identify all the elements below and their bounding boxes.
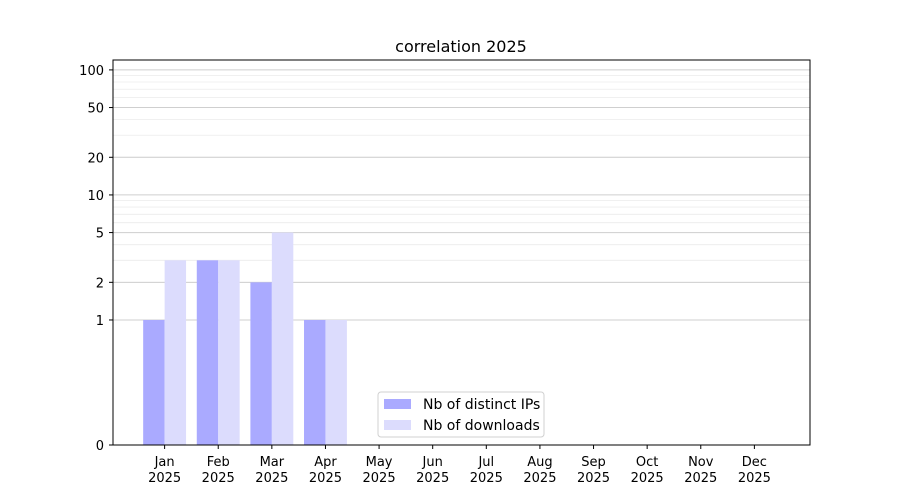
bar-downloads xyxy=(271,232,294,445)
x-tick-year-label: 2025 xyxy=(416,471,449,486)
y-tick-label: 2 xyxy=(96,276,104,291)
x-tick-label: Nov xyxy=(688,455,714,470)
x-tick-label: May xyxy=(366,455,393,470)
y-tick-label: 10 xyxy=(87,189,104,204)
x-tick-year-label: 2025 xyxy=(577,471,610,486)
plot-frame xyxy=(112,59,811,446)
bar-distinct-ips xyxy=(250,282,272,445)
bar-downloads xyxy=(325,319,347,445)
bar-distinct-ips xyxy=(143,319,165,445)
x-tick-label: Aug xyxy=(527,455,552,470)
bar-downloads xyxy=(218,260,240,445)
x-tick-label: Sep xyxy=(581,455,606,470)
x-tick-year-label: 2025 xyxy=(363,471,396,486)
x-tick-label: Apr xyxy=(314,455,337,470)
axes-layer: 0125102050100Jan2025Feb2025Mar2025Apr202… xyxy=(79,59,811,486)
x-tick-label: Feb xyxy=(207,455,230,470)
x-tick-year-label: 2025 xyxy=(523,471,556,486)
bar-downloads xyxy=(164,260,187,445)
x-tick-label: Jun xyxy=(422,455,443,470)
x-tick-year-label: 2025 xyxy=(684,471,717,486)
y-tick-label: 0 xyxy=(96,439,104,454)
legend: Nb of distinct IPs Nb of downloads xyxy=(377,391,545,438)
y-tick-label: 5 xyxy=(96,227,104,242)
legend-swatch-downloads xyxy=(384,420,411,430)
y-tick-label: 20 xyxy=(87,151,104,166)
grid-layer xyxy=(113,69,810,321)
legend-swatch-distinct-ips xyxy=(384,399,411,409)
x-tick-label: Jul xyxy=(477,455,494,470)
x-tick-year-label: 2025 xyxy=(202,471,235,486)
x-tick-year-label: 2025 xyxy=(470,471,503,486)
legend-label-downloads: Nb of downloads xyxy=(423,418,540,434)
bar-distinct-ips xyxy=(304,319,326,445)
legend-box xyxy=(377,391,545,438)
x-tick-label: Dec xyxy=(742,455,767,470)
x-tick-year-label: 2025 xyxy=(738,471,771,486)
y-tick-label: 100 xyxy=(79,64,104,79)
x-tick-label: Mar xyxy=(260,455,285,470)
chart-title: correlation 2025 xyxy=(395,37,527,56)
x-tick-year-label: 2025 xyxy=(631,471,664,486)
bar-distinct-ips xyxy=(196,260,219,445)
x-tick-year-label: 2025 xyxy=(255,471,288,486)
y-tick-label: 50 xyxy=(87,102,104,117)
y-tick-label: 1 xyxy=(96,314,104,329)
x-tick-label: Jan xyxy=(154,455,175,470)
x-tick-year-label: 2025 xyxy=(309,471,342,486)
x-tick-label: Oct xyxy=(636,455,658,470)
x-tick-year-label: 2025 xyxy=(148,471,181,486)
bars-layer xyxy=(143,232,347,445)
legend-label-distinct-ips: Nb of distinct IPs xyxy=(423,397,540,413)
